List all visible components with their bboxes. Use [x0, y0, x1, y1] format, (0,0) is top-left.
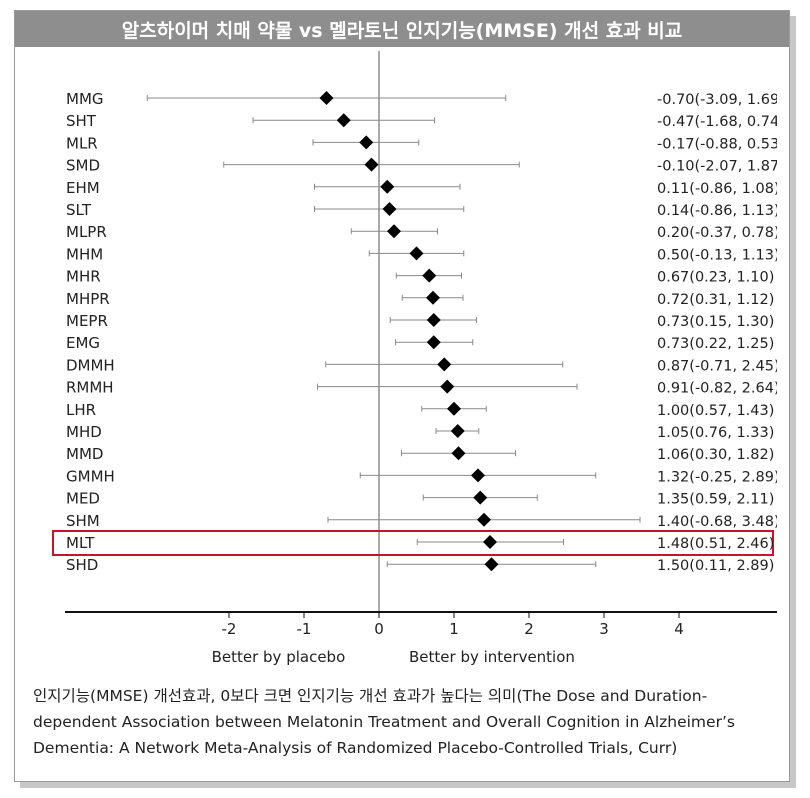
row-value-dmmh: 0.87(-0.71, 2.45)	[657, 358, 777, 374]
estimate-marker-mepr	[426, 313, 441, 327]
row-label-lhr: LHR	[66, 401, 96, 419]
row-label-med: MED	[66, 490, 100, 508]
row-value-gmmh: 1.32(-0.25, 2.89)	[657, 469, 777, 485]
row-value-smd: -0.10(-2.07, 1.87)	[657, 159, 777, 175]
row-label-sht: SHT	[66, 112, 97, 130]
x-tick-label-1: -1	[297, 620, 312, 638]
estimate-marker-slt	[382, 202, 397, 216]
estimate-marker-shm	[477, 512, 491, 527]
row-label-rmmh: RMMH	[66, 379, 114, 397]
row-label-mhm: MHM	[66, 245, 103, 263]
row-value-shd: 1.50(0.11, 2.89)	[657, 558, 774, 574]
row-label-shd: SHD	[66, 556, 98, 574]
estimate-marker-mlt	[483, 535, 497, 549]
row-value-sht: -0.47(-1.68, 0.74)	[657, 114, 777, 130]
estimate-marker-mmd	[451, 446, 466, 461]
estimate-marker-med	[473, 490, 488, 505]
x-tick-label-3: 1	[449, 620, 459, 638]
row-label-shm: SHM	[66, 512, 100, 530]
row-label-mlt: MLT	[66, 534, 95, 552]
estimate-marker-mmg	[319, 91, 334, 105]
estimate-marker-mhpr	[426, 290, 440, 305]
x-tick-label-5: 3	[599, 620, 609, 638]
estimate-marker-sht	[336, 113, 351, 128]
estimate-marker-emg	[426, 335, 441, 350]
row-value-mlr: -0.17(-0.88, 0.53)	[657, 136, 777, 152]
forest-plot-svg: MMG -0.70(-3.09, 1.69) SHT -0.47(-1.68, 0.7…	[52, 51, 785, 666]
row-value-rmmh: 0.91(-0.82, 2.64)	[657, 381, 777, 397]
row-label-smd: SMD	[66, 157, 100, 175]
label-better-by-placebo: Better by placebo	[212, 648, 346, 666]
row-label-dmmh: DMMH	[66, 356, 115, 374]
row-value-mmg: -0.70(-3.09, 1.69)	[657, 92, 777, 108]
row-label-ehm: EHM	[66, 179, 100, 197]
figure-caption: 인지기능(MMSE) 개선효과, 0보다 크면 인지기능 개선 효과가 높다는 …	[33, 687, 735, 757]
row-value-shm: 1.40(-0.68, 3.48)	[657, 514, 777, 530]
estimate-marker-mhm	[409, 246, 424, 261]
estimate-marker-mlpr	[387, 224, 401, 239]
estimate-marker-dmmh	[437, 357, 452, 372]
estimate-marker-mlr	[359, 135, 374, 150]
x-tick-label-0: -2	[222, 620, 237, 638]
row-value-mhd: 1.05(0.76, 1.33)	[657, 425, 774, 441]
estimate-marker-gmmh	[471, 468, 485, 483]
row-label-mmd: MMD	[66, 445, 103, 463]
row-value-mlpr: 0.20(-0.37, 0.78)	[657, 225, 777, 241]
row-value-ehm: 0.11(-0.86, 1.08)	[657, 181, 777, 197]
estimate-marker-mhr	[422, 268, 437, 283]
row-label-mhd: MHD	[66, 423, 102, 441]
row-label-mhr: MHR	[66, 268, 101, 286]
figure-frame: 알츠하이머 치매 약물 vs 멜라토닌 인지기능(MMSE) 개선 효과 비교 …	[14, 10, 790, 782]
row-label-emg: EMG	[66, 334, 100, 352]
row-label-slt: SLT	[66, 201, 92, 219]
row-value-mmd: 1.06(0.30, 1.82)	[657, 447, 774, 463]
highlight-box-mlt	[52, 530, 774, 556]
estimate-marker-rmmh	[440, 379, 455, 394]
estimate-marker-lhr	[447, 401, 461, 416]
row-label-mlpr: MLPR	[66, 223, 107, 241]
row-value-slt: 0.14(-0.86, 1.13)	[657, 203, 777, 219]
row-label-mepr: MEPR	[66, 312, 108, 330]
x-tick-label-6: 4	[674, 620, 684, 638]
x-tick-label-2: 0	[374, 620, 384, 638]
x-tick-label-4: 2	[524, 620, 534, 638]
estimate-marker-ehm	[380, 179, 395, 194]
row-value-emg: 0.73(0.22, 1.25)	[657, 336, 774, 352]
estimate-marker-mhd	[450, 424, 465, 438]
row-label-mhpr: MHPR	[66, 290, 110, 308]
label-better-by-intervention: Better by intervention	[409, 648, 575, 666]
row-value-mlt: 1.48(0.51, 2.46)	[657, 536, 774, 552]
row-label-mlr: MLR	[66, 134, 98, 152]
row-value-lhr: 1.00(0.57, 1.43)	[657, 403, 774, 419]
forest-plot: MMG -0.70(-3.09, 1.69) SHT -0.47(-1.68, 0.7…	[29, 47, 785, 679]
chart-title: 알츠하이머 치매 약물 vs 멜라토닌 인지기능(MMSE) 개선 효과 비교	[15, 11, 789, 47]
row-value-mhpr: 0.72(0.31, 1.12)	[657, 292, 774, 308]
row-value-mepr: 0.73(0.15, 1.30)	[657, 314, 774, 330]
row-label-mmg: MMG	[66, 90, 104, 108]
row-label-gmmh: GMMH	[66, 467, 115, 485]
row-value-mhm: 0.50(-0.13, 1.13)	[657, 247, 777, 263]
row-value-med: 1.35(0.59, 2.11)	[657, 492, 774, 508]
row-value-mhr: 0.67(0.23, 1.10)	[657, 270, 774, 286]
estimate-marker-shd	[484, 557, 499, 572]
estimate-marker-smd	[364, 157, 379, 172]
